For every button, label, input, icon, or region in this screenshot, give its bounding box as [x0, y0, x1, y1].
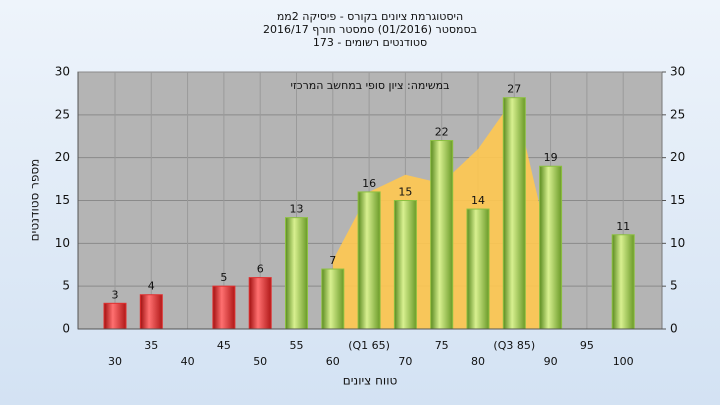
x-tick-label: 45	[217, 339, 231, 352]
value-label: 5	[220, 271, 227, 284]
bar	[248, 277, 272, 330]
title: בסמסטר (01/2016) סמסטר חורף 2016/17	[263, 23, 477, 36]
value-label: 19	[544, 151, 558, 164]
y-tick-label: 10	[55, 236, 70, 250]
y-tick-label: 15	[55, 193, 70, 207]
x-tick-label: 60	[326, 355, 340, 368]
bar	[357, 191, 381, 330]
title: היסטוגרמת ציונים בקורס - פיסיקה 2ממ	[277, 10, 463, 23]
bar	[539, 165, 563, 330]
y2-tick-label: 20	[670, 150, 685, 164]
value-label: 22	[435, 126, 449, 139]
value-label: 15	[398, 186, 412, 199]
value-label: 27	[507, 83, 521, 96]
y-tick-label: 5	[62, 279, 70, 293]
x-tick-label: 40	[181, 355, 195, 368]
bar	[321, 268, 345, 330]
y-axis-label: מספר סטודנטים	[28, 159, 42, 242]
value-label: 6	[257, 263, 264, 276]
value-label: 16	[362, 177, 376, 190]
bar	[285, 217, 308, 330]
bar	[430, 140, 454, 330]
x-tick-label: (Q1 65)	[348, 339, 390, 352]
x-tick-label: 80	[471, 355, 485, 368]
y-tick-label: 20	[55, 150, 70, 164]
y2-tick-label: 0	[670, 322, 678, 336]
x-tick-label: 75	[435, 339, 449, 352]
x-tick-label: 55	[290, 339, 304, 352]
bar	[103, 302, 127, 330]
value-label: 3	[112, 288, 119, 301]
y-tick-label: 30	[55, 65, 70, 79]
x-tick-label: 90	[544, 355, 558, 368]
x-tick-label: 70	[398, 355, 412, 368]
value-label: 4	[148, 280, 155, 293]
y2-tick-label: 30	[670, 65, 685, 79]
y2-tick-label: 25	[670, 107, 685, 121]
bar	[139, 294, 163, 330]
x-tick-label: 95	[580, 339, 594, 352]
x-tick-label: (Q3 85)	[493, 339, 535, 352]
value-label: 7	[329, 254, 336, 267]
bar	[393, 200, 417, 330]
bar	[502, 97, 526, 330]
x-tick-label: 35	[144, 339, 158, 352]
y-tick-label: 0	[62, 322, 70, 336]
y2-tick-label: 10	[670, 236, 685, 250]
bar	[212, 285, 236, 330]
y-tick-label: 25	[55, 107, 70, 121]
x-axis-label: טווח ציונים	[343, 374, 398, 388]
annotation: במשימה: ציון סופי במחשב המרכזי	[290, 79, 449, 92]
value-label: 13	[290, 203, 304, 216]
x-tick-label: 50	[253, 355, 267, 368]
bar	[466, 208, 490, 330]
value-label: 14	[471, 194, 485, 207]
value-label: 11	[616, 220, 630, 233]
x-tick-label: 100	[613, 355, 634, 368]
x-tick-label: 30	[108, 355, 122, 368]
bar	[611, 234, 635, 330]
title: סטודנטים רשומים - 173	[313, 36, 427, 49]
y2-tick-label: 5	[670, 279, 678, 293]
y2-tick-label: 15	[670, 193, 685, 207]
